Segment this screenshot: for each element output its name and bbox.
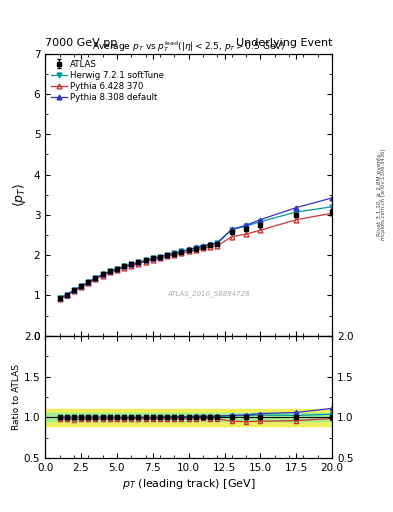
Pythia 8.308 default: [294, 204, 299, 210]
Text: mcplots.cern.ch [arXiv:1306.3436]: mcplots.cern.ch [arXiv:1306.3436]: [381, 149, 386, 240]
Title: Average $p_T$ vs $p_T^{\rm lead}$($|\eta| < 2.5$, $p_T > 0.5$ GeV): Average $p_T$ vs $p_T^{\rm lead}$($|\eta…: [92, 39, 285, 54]
Pythia 6.428 370: [151, 257, 155, 263]
Pythia 6.428 370: [158, 255, 162, 261]
Pythia 8.308 default: [201, 243, 206, 249]
Pythia 6.428 370: [136, 261, 141, 267]
Pythia 8.308 default: [143, 258, 148, 264]
Legend: ATLAS, Herwig 7.2.1 softTune, Pythia 6.428 370, Pythia 8.308 default: ATLAS, Herwig 7.2.1 softTune, Pythia 6.4…: [50, 58, 166, 104]
Herwig 7.2.1 softTune: [208, 242, 213, 248]
Herwig 7.2.1 softTune: [79, 283, 83, 289]
Pythia 8.308 default: [107, 268, 112, 274]
Pythia 6.428 370: [143, 259, 148, 265]
Pythia 6.428 370: [57, 296, 62, 302]
Pythia 6.428 370: [72, 288, 76, 294]
Pythia 6.428 370: [294, 217, 299, 223]
Pythia 8.308 default: [158, 253, 162, 260]
Pythia 6.428 370: [244, 231, 248, 237]
Pythia 6.428 370: [115, 267, 119, 273]
Pythia 8.308 default: [86, 279, 90, 285]
Pythia 8.308 default: [165, 252, 169, 258]
Pythia 8.308 default: [208, 241, 213, 247]
Pythia 6.428 370: [107, 269, 112, 275]
Pythia 6.428 370: [330, 210, 334, 216]
Pythia 6.428 370: [100, 272, 105, 279]
Text: Underlying Event: Underlying Event: [235, 37, 332, 48]
Pythia 8.308 default: [193, 244, 198, 250]
Y-axis label: $\langle p_T \rangle$: $\langle p_T \rangle$: [11, 183, 28, 207]
Herwig 7.2.1 softTune: [100, 271, 105, 278]
Pythia 8.308 default: [115, 266, 119, 272]
Herwig 7.2.1 softTune: [64, 291, 69, 297]
Pythia 8.308 default: [93, 275, 98, 281]
Herwig 7.2.1 softTune: [186, 247, 191, 253]
Text: ATLAS_2010_S8894728: ATLAS_2010_S8894728: [167, 290, 250, 297]
Pythia 8.308 default: [215, 240, 220, 246]
Herwig 7.2.1 softTune: [165, 252, 169, 258]
Pythia 8.308 default: [330, 195, 334, 201]
Herwig 7.2.1 softTune: [179, 248, 184, 254]
Pythia 6.428 370: [93, 276, 98, 282]
Text: 7000 GeV pp: 7000 GeV pp: [45, 37, 118, 48]
Herwig 7.2.1 softTune: [57, 295, 62, 301]
Pythia 6.428 370: [215, 243, 220, 249]
Line: Pythia 8.308 default: Pythia 8.308 default: [57, 196, 334, 301]
Line: Herwig 7.2.1 softTune: Herwig 7.2.1 softTune: [57, 204, 334, 301]
Bar: [45, 413, 332, 421]
Pythia 8.308 default: [57, 295, 62, 301]
Herwig 7.2.1 softTune: [193, 245, 198, 251]
Pythia 6.428 370: [193, 247, 198, 253]
Pythia 6.428 370: [258, 227, 263, 233]
Herwig 7.2.1 softTune: [230, 227, 234, 233]
Pythia 6.428 370: [230, 233, 234, 240]
Herwig 7.2.1 softTune: [107, 268, 112, 274]
Pythia 8.308 default: [79, 283, 83, 289]
Pythia 6.428 370: [186, 248, 191, 254]
Pythia 8.308 default: [172, 250, 177, 256]
Pythia 8.308 default: [136, 259, 141, 265]
Herwig 7.2.1 softTune: [258, 219, 263, 225]
Pythia 6.428 370: [179, 250, 184, 256]
Pythia 8.308 default: [72, 287, 76, 293]
Pythia 8.308 default: [186, 246, 191, 252]
Pythia 6.428 370: [165, 253, 169, 260]
Herwig 7.2.1 softTune: [201, 244, 206, 250]
Herwig 7.2.1 softTune: [151, 255, 155, 262]
Pythia 8.308 default: [151, 255, 155, 262]
Herwig 7.2.1 softTune: [172, 250, 177, 256]
Pythia 8.308 default: [179, 248, 184, 254]
Pythia 6.428 370: [172, 252, 177, 258]
Herwig 7.2.1 softTune: [158, 253, 162, 260]
Pythia 6.428 370: [201, 245, 206, 251]
Herwig 7.2.1 softTune: [294, 209, 299, 215]
Pythia 8.308 default: [244, 222, 248, 228]
Pythia 6.428 370: [129, 263, 134, 269]
Pythia 8.308 default: [122, 263, 127, 269]
Y-axis label: Ratio to ATLAS: Ratio to ATLAS: [12, 364, 21, 430]
Herwig 7.2.1 softTune: [93, 275, 98, 281]
Pythia 8.308 default: [64, 291, 69, 297]
Line: Pythia 6.428 370: Pythia 6.428 370: [57, 211, 334, 302]
Pythia 6.428 370: [64, 292, 69, 298]
Herwig 7.2.1 softTune: [72, 287, 76, 293]
Pythia 8.308 default: [100, 271, 105, 278]
Pythia 8.308 default: [258, 217, 263, 223]
Herwig 7.2.1 softTune: [215, 240, 220, 246]
Pythia 6.428 370: [208, 244, 213, 250]
Herwig 7.2.1 softTune: [122, 263, 127, 269]
Pythia 6.428 370: [122, 265, 127, 271]
Herwig 7.2.1 softTune: [330, 204, 334, 210]
X-axis label: $p_T$ (leading track) [GeV]: $p_T$ (leading track) [GeV]: [122, 477, 255, 492]
Herwig 7.2.1 softTune: [244, 223, 248, 229]
Text: Rivet 3.1.10, ≥ 2.8M events: Rivet 3.1.10, ≥ 2.8M events: [377, 153, 382, 236]
Pythia 6.428 370: [79, 284, 83, 290]
Pythia 6.428 370: [86, 280, 90, 286]
Herwig 7.2.1 softTune: [86, 279, 90, 285]
Herwig 7.2.1 softTune: [115, 266, 119, 272]
Herwig 7.2.1 softTune: [129, 261, 134, 267]
Herwig 7.2.1 softTune: [136, 259, 141, 265]
Pythia 8.308 default: [129, 261, 134, 267]
Pythia 8.308 default: [230, 226, 234, 232]
Herwig 7.2.1 softTune: [143, 258, 148, 264]
Bar: [45, 409, 332, 425]
